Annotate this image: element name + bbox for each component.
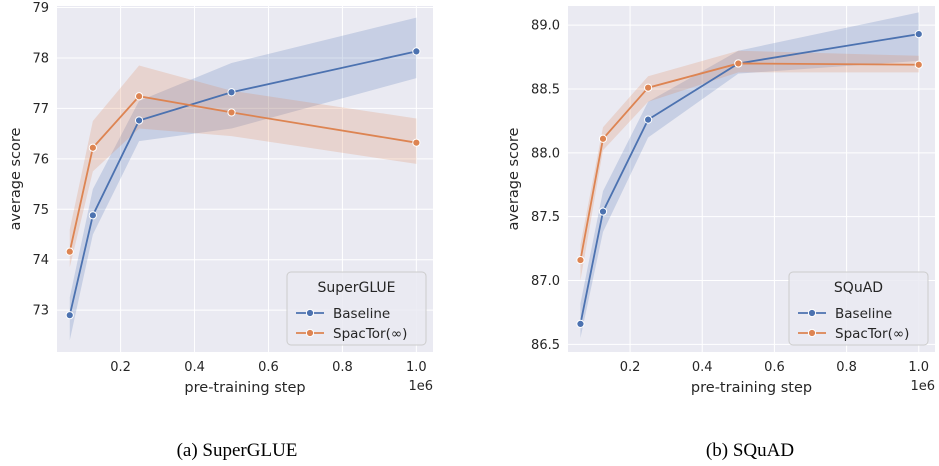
x-tick-label: 1.0 <box>908 360 929 375</box>
legend-label-spactor: SpacTor(∞) <box>835 326 909 342</box>
legend-title: SQuAD <box>834 280 883 296</box>
subfigure-caption: (b) SQuAD <box>706 440 794 461</box>
x-tick-label: 0.4 <box>184 360 205 375</box>
data-point-baseline <box>65 311 74 320</box>
x-tick-label: 0.6 <box>764 360 785 375</box>
x-tick-label: 0.4 <box>692 360 713 375</box>
legend-marker-baseline <box>305 308 315 318</box>
data-point-baseline <box>914 29 923 39</box>
data-point-spactor <box>914 60 923 69</box>
x-tick-label: 0.8 <box>332 360 353 375</box>
x-tick-label: 0.2 <box>620 360 641 375</box>
y-tick-label: 86.5 <box>531 338 560 353</box>
legend-marker-spactor <box>305 328 315 338</box>
legend: SQuAD Baseline SpacTor(∞) <box>788 271 929 346</box>
legend-box <box>286 271 427 346</box>
confidence-band-baseline <box>580 12 919 338</box>
x-axis-label: pre-training step <box>691 380 812 396</box>
y-tick-label: 77 <box>32 102 49 117</box>
chart-panel-2: 0.2 0.4 0.6 0.8 1.0 86.5 87.0 87.5 88.0 88.5 89.0 1… <box>506 6 935 461</box>
x-tick-label: 1.0 <box>406 360 427 375</box>
legend-label-baseline: Baseline <box>835 306 892 322</box>
data-point-spactor <box>734 59 743 68</box>
y-tick-label: 78 <box>32 51 49 66</box>
y-axis-label: average score <box>8 127 24 230</box>
data-point-baseline <box>644 115 653 124</box>
data-point-spactor <box>598 134 608 143</box>
legend-label-spactor: SpacTor(∞) <box>333 326 407 342</box>
data-point-baseline <box>576 319 585 329</box>
x-offset-label: 1e6 <box>910 379 935 394</box>
data-point-spactor <box>65 247 74 256</box>
data-point-spactor <box>412 138 421 147</box>
data-point-baseline <box>598 207 608 216</box>
data-point-spactor <box>227 108 236 117</box>
data-point-spactor <box>88 143 97 152</box>
x-tick-label: 0.2 <box>110 360 131 375</box>
data-point-spactor <box>576 255 585 265</box>
x-offset-label: 1e6 <box>408 379 433 394</box>
legend-marker-baseline <box>807 308 817 318</box>
legend-marker-spactor <box>807 328 817 338</box>
y-tick-label: 79 <box>32 1 49 16</box>
y-tick-label: 87.0 <box>531 274 560 289</box>
subfigure-caption: (a) SuperGLUE <box>177 440 298 461</box>
y-tick-label: 76 <box>32 152 49 167</box>
data-point-spactor <box>644 83 653 92</box>
x-tick-label: 0.8 <box>836 360 857 375</box>
data-point-baseline <box>227 88 236 97</box>
data-point-baseline <box>134 116 144 125</box>
legend: SuperGLUE Baseline SpacTor(∞) <box>286 271 427 346</box>
confidence-band-baseline <box>69 17 417 341</box>
legend-label-baseline: Baseline <box>333 306 390 322</box>
y-tick-label: 74 <box>32 253 49 268</box>
y-tick-label: 75 <box>32 203 49 218</box>
x-axis-label: pre-training step <box>184 380 305 396</box>
chart-panel-1: 0.2 0.4 0.6 0.8 1.0 73 74 75 76 77 78 79 1e6 pre-trai… <box>8 1 433 461</box>
y-tick-label: 88.0 <box>531 146 560 161</box>
y-tick-label: 73 <box>32 304 49 319</box>
data-point-spactor <box>134 92 144 101</box>
y-axis-label: average score <box>506 127 522 230</box>
y-tick-label: 87.5 <box>531 210 560 225</box>
y-tick-label: 88.5 <box>531 82 560 97</box>
legend-title: SuperGLUE <box>317 280 395 296</box>
legend-box <box>788 271 929 346</box>
data-point-baseline <box>88 211 97 220</box>
x-tick-label: 0.6 <box>258 360 279 375</box>
y-tick-label: 89.0 <box>531 19 560 34</box>
data-point-baseline <box>412 47 421 56</box>
